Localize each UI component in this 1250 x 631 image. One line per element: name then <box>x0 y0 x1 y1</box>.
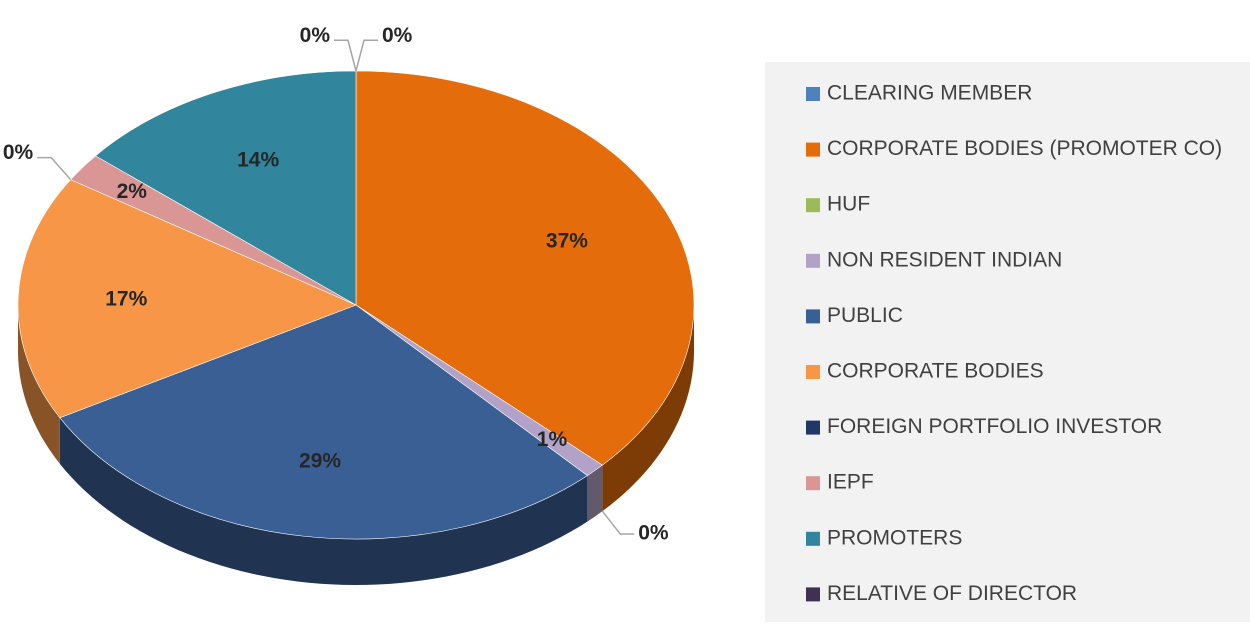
slice <box>95 70 357 306</box>
legend-swatch <box>806 531 820 546</box>
slice <box>59 304 588 540</box>
legend-swatch <box>806 87 820 101</box>
leader-line <box>334 39 357 72</box>
slice <box>355 70 695 466</box>
legend-label: PUBLIC <box>827 304 903 327</box>
legend-label: FOREIGN PORTFOLIO INVESTOR <box>827 415 1162 438</box>
data-label: 0% <box>300 24 331 47</box>
data-label: 0% <box>382 24 413 47</box>
legend-swatch <box>806 198 820 213</box>
leader-line <box>37 156 72 181</box>
data-label: 17% <box>105 288 147 311</box>
legend-swatch <box>806 476 820 491</box>
slice-side <box>587 465 603 522</box>
legend-swatch <box>806 253 820 268</box>
legend-label: RELATIVE OF DIRECTOR <box>827 582 1077 605</box>
leader-line <box>601 510 635 535</box>
slice-side <box>18 305 60 464</box>
data-label: 2% <box>117 180 148 203</box>
data-label: 1% <box>537 428 568 451</box>
slice-side <box>602 305 694 512</box>
legend-swatch <box>806 142 820 157</box>
legend-label: CLEARING MEMBER <box>827 82 1032 105</box>
legend-swatch <box>806 420 820 435</box>
legend-label: PROMOTERS <box>827 526 962 549</box>
leader-line <box>355 39 378 72</box>
legend-swatch <box>806 587 820 602</box>
legend-label: CORPORATE BODIES (PROMOTER CO) <box>827 137 1222 160</box>
data-label: 0% <box>3 141 34 164</box>
data-label: 0% <box>638 522 669 545</box>
legend-label: IEPF <box>827 471 874 494</box>
data-label: 37% <box>546 229 588 252</box>
slice <box>17 179 357 419</box>
legend-swatch <box>806 365 820 379</box>
data-label: 14% <box>237 149 279 172</box>
slice-side <box>59 417 588 585</box>
data-label: 29% <box>299 450 341 473</box>
legend-box <box>765 62 1250 622</box>
legend-label: NON RESIDENT INDIAN <box>827 248 1062 271</box>
legend-swatch <box>806 309 820 324</box>
legend-label: HUF <box>827 193 870 216</box>
legend-label: CORPORATE BODIES <box>827 360 1044 383</box>
